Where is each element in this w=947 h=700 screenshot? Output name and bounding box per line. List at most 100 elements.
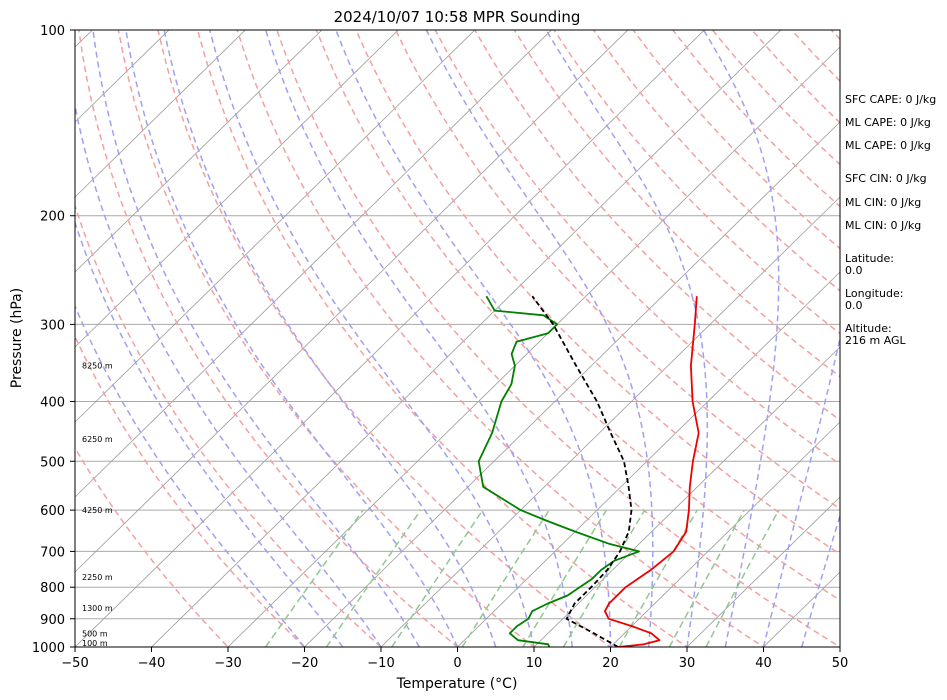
sounding-stats: SFC CAPE: 0 J/kg ML CAPE: 0 J/kg ML CAPE: … <box>845 93 936 347</box>
x-tick-label: 50 <box>832 656 849 671</box>
temperature-trace <box>604 296 700 647</box>
isotherm-line <box>75 30 476 423</box>
stat-line: Latitude: <box>845 252 894 265</box>
isotherm-line <box>75 30 705 647</box>
isotherm-line <box>533 346 840 647</box>
mixing-ratio-line <box>391 509 484 647</box>
moist-adiabat-line <box>75 101 382 647</box>
stat-line: Longitude: <box>845 287 903 300</box>
moist-adiabat-line <box>75 220 344 647</box>
x-tick-label: 20 <box>602 656 619 671</box>
dewpoint-trace <box>477 295 640 647</box>
isotherm-line <box>686 496 840 647</box>
stat-line: ML CIN: 0 J/kg <box>845 196 921 209</box>
dry-adiabat-line <box>315 30 840 602</box>
y-tick-label: 300 <box>40 318 65 333</box>
sounding-traces <box>477 295 700 647</box>
parcel-trace <box>531 295 633 647</box>
isotherm-line <box>75 30 399 348</box>
dry-adiabat-line <box>553 30 840 335</box>
dry-adiabat-line <box>78 30 459 647</box>
moist-adiabat-line <box>425 30 654 647</box>
moist-adiabat-line <box>125 30 459 647</box>
isotherm-line <box>75 30 170 123</box>
moist-adiabat-line <box>762 335 840 647</box>
isotherm-line <box>75 30 246 198</box>
x-axis-title: Temperature (°C) <box>396 676 518 692</box>
x-tick-label: −40 <box>138 656 165 671</box>
mixing-ratio-line <box>264 509 364 647</box>
isotherm-line <box>227 46 840 647</box>
y-tick-label: 100 <box>40 24 65 39</box>
height-label: 4250 m <box>82 506 113 515</box>
height-label: 8250 m <box>82 362 113 371</box>
stat-line: ML CAPE: 0 J/kg <box>845 116 931 129</box>
dry-adiabat-line <box>394 30 840 510</box>
isotherm-line <box>903 16 947 660</box>
height-label: 6250 m <box>82 435 113 444</box>
x-axis-ticks: −50 −40 −30 −20 −10 0 10 20 30 40 50 <box>61 647 848 671</box>
dry-adiabat-line <box>355 30 840 555</box>
moist-adiabat-line <box>264 30 574 647</box>
dry-adiabat-line <box>196 30 689 647</box>
mixing-ratio-line <box>461 509 550 647</box>
dry-adiabat-line <box>236 30 765 647</box>
moist-adiabat-line <box>92 30 420 647</box>
dry-adiabat-line <box>117 30 536 647</box>
y-tick-label: 500 <box>40 455 65 470</box>
height-label: 2250 m <box>82 573 113 582</box>
x-tick-label: −30 <box>214 656 241 671</box>
isotherm-line <box>303 121 840 647</box>
moist-adiabat-line <box>75 304 306 647</box>
dry-adiabat-line <box>592 30 840 292</box>
y-axis-ticks: 100 200 300 400 500 600 700 800 900 1000 <box>32 24 75 656</box>
stat-line: SFC CIN: 0 J/kg <box>845 172 927 185</box>
moist-adiabat-line <box>801 513 840 647</box>
y-tick-label: 600 <box>40 504 65 519</box>
stat-line: 0.0 <box>845 299 863 312</box>
mixing-ratio-line <box>325 509 422 647</box>
x-tick-label: 40 <box>755 656 772 671</box>
x-tick-label: −20 <box>291 656 318 671</box>
dry-adiabat-line <box>75 446 230 647</box>
y-tick-label: 800 <box>40 581 65 596</box>
stat-line: 0.0 <box>845 264 863 277</box>
isotherm-line <box>456 271 840 647</box>
y-tick-label: 200 <box>40 210 65 225</box>
mixing-ratio-line <box>562 509 646 647</box>
chart-title: 2024/10/07 10:58 MPR Sounding <box>334 8 581 26</box>
y-axis-title: Pressure (hPa) <box>9 288 25 388</box>
background-lines <box>75 16 947 660</box>
stat-line: Altitude: <box>845 322 892 335</box>
dry-adiabat-line <box>75 203 383 647</box>
moist-adiabat-line <box>702 30 780 647</box>
moist-adiabat-line <box>209 30 535 647</box>
x-tick-label: 0 <box>453 656 461 671</box>
mixing-ratio-line <box>668 509 745 647</box>
isotherm-line <box>380 196 840 647</box>
y-tick-label: 900 <box>40 613 65 628</box>
isotherm-line <box>609 421 840 647</box>
stat-line: 216 m AGL <box>845 334 907 347</box>
stat-line: ML CIN: 0 J/kg <box>845 219 921 232</box>
dry-adiabat-line <box>75 334 306 647</box>
mixing-ratio-line <box>522 509 608 647</box>
x-tick-label: 30 <box>679 656 696 671</box>
mixing-ratio-line <box>705 509 780 647</box>
dry-adiabat-line <box>157 30 612 647</box>
isotherm-line <box>75 30 552 498</box>
isotherm-line <box>75 30 629 573</box>
dry-adiabat-line <box>276 30 840 647</box>
x-tick-label: −10 <box>367 656 394 671</box>
height-label: 1300 m <box>82 604 113 613</box>
x-tick-label: −50 <box>61 656 88 671</box>
stat-line: ML CAPE: 0 J/kg <box>845 139 931 152</box>
isotherm-line <box>150 30 782 647</box>
y-tick-label: 700 <box>40 545 65 560</box>
y-tick-label: 400 <box>40 395 65 410</box>
moist-adiabat-line <box>163 30 497 647</box>
y-tick-label: 1000 <box>32 641 65 656</box>
x-tick-label: 10 <box>526 656 543 671</box>
